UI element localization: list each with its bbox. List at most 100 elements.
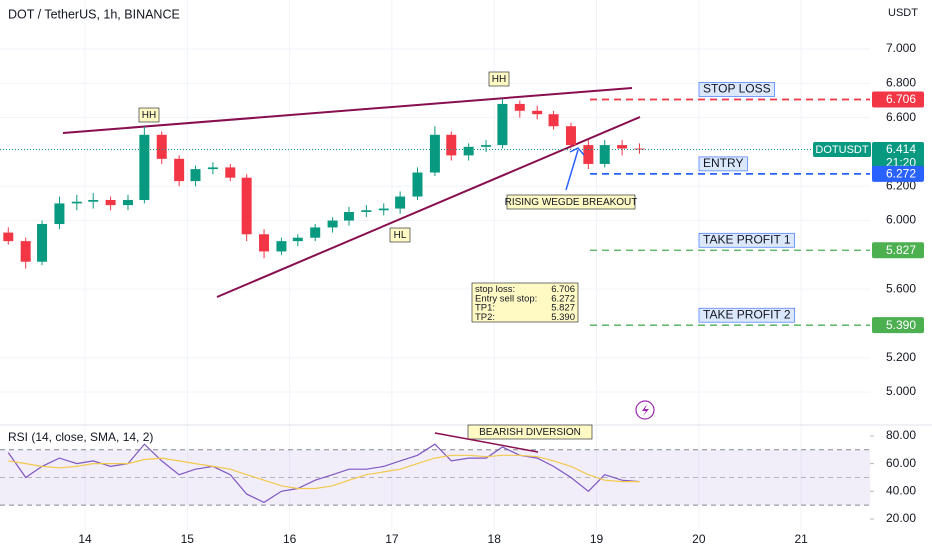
candle-body	[207, 167, 218, 170]
chart-title: DOT / TetherUS, 1h, BINANCE	[8, 7, 180, 21]
level-badge-text: 6.706	[886, 92, 916, 106]
annotation-box	[488, 71, 510, 87]
candle-body	[617, 145, 628, 149]
annotation-box	[467, 424, 593, 440]
level-badge-text: 5.390	[886, 318, 916, 332]
annotation-box	[506, 194, 636, 210]
info-label: stop loss:	[475, 284, 515, 295]
price-badge	[872, 142, 924, 172]
info-value: 6.272	[551, 293, 575, 304]
candle-body	[361, 210, 372, 212]
candle-body	[71, 201, 82, 204]
candle-body	[599, 145, 610, 164]
candle-body	[565, 126, 576, 146]
candle-body	[548, 114, 559, 127]
candle-body	[463, 146, 474, 156]
info-value: 5.390	[551, 312, 575, 323]
candle-body	[634, 148, 645, 150]
x-tick-label: 20	[692, 532, 706, 546]
y-tick-label: 7.000	[886, 41, 916, 55]
rsi-tick-label: 40.00	[886, 483, 916, 497]
candle-body	[446, 134, 457, 156]
level-name-box	[698, 82, 775, 97]
candle-body	[37, 223, 48, 262]
y-tick-label: 5.200	[886, 350, 916, 364]
level-badge	[872, 317, 924, 334]
lightning-glyph	[642, 404, 649, 416]
trendline	[216, 116, 641, 298]
x-tick-label: 15	[181, 532, 195, 546]
y-tick-label: 5.600	[886, 281, 916, 295]
annotation: RISING WEGDE BREAKOUT	[505, 197, 638, 208]
candle-body	[412, 172, 423, 197]
candle-body	[156, 134, 167, 159]
rsi-tick-label: 80.00	[886, 428, 916, 442]
annotation: HH	[142, 110, 156, 121]
info-value: 5.827	[551, 303, 575, 314]
candle-body	[378, 208, 389, 211]
y-tick-label: 6.600	[886, 110, 916, 124]
annotation-box	[389, 227, 411, 243]
level-badge-text: 6.272	[886, 167, 916, 181]
info-box	[471, 282, 579, 323]
candle-body	[395, 196, 406, 209]
y-tick-label: 6.800	[886, 76, 916, 90]
candle-body	[259, 234, 270, 252]
x-tick-label: 16	[283, 532, 297, 546]
y-tick-label: 6.000	[886, 213, 916, 227]
candle-body	[54, 203, 65, 224]
candle-body	[497, 103, 508, 146]
y-tick-label: 5.000	[886, 384, 916, 398]
candle-body	[276, 241, 287, 252]
annotation: BEARISH DIVERSION	[479, 427, 581, 438]
level-badge	[872, 91, 924, 108]
divergence-line	[434, 432, 539, 453]
level-name-box	[698, 232, 795, 248]
candle-body	[88, 199, 99, 202]
candle-body	[190, 169, 201, 182]
price-badge-text: 6.414	[886, 142, 916, 156]
level-name: TAKE PROFIT 1	[703, 232, 791, 246]
level-name: ENTRY	[703, 156, 743, 170]
candle-body	[122, 199, 133, 206]
arrow	[565, 147, 585, 191]
candle-body	[481, 145, 492, 147]
symbol-badge-text: DOTUSDT	[815, 144, 868, 156]
candle-body	[3, 232, 14, 242]
candle-body	[225, 167, 236, 178]
info-rows: stop loss: 6.706 Entry sell stop: 6.272 TP1:…	[475, 284, 575, 323]
rsi-title: RSI (14, close, SMA, 14, 2)	[8, 430, 153, 444]
candle-body	[20, 241, 31, 262]
level-name-box	[698, 156, 748, 172]
info-label: Entry sell stop:	[475, 293, 537, 304]
candle-body	[514, 103, 525, 111]
level-name: STOP LOSS	[703, 82, 771, 96]
level-name: TAKE PROFIT 2	[703, 307, 791, 321]
x-tick-label: 17	[385, 532, 399, 546]
info-label: TP1:	[475, 303, 495, 314]
level-badge	[872, 165, 924, 182]
rsi-tick-label: 20.00	[886, 511, 916, 525]
candle-body	[139, 134, 150, 200]
y-tick-label: 6.200	[886, 178, 916, 192]
annotation: HL	[394, 230, 407, 241]
marks	[0, 98, 870, 504]
x-tick-label: 21	[794, 532, 808, 546]
annotation-box	[138, 107, 160, 123]
candle-body	[343, 211, 354, 221]
candle-body	[241, 177, 252, 235]
candle-body	[292, 237, 303, 242]
x-tick-label: 19	[590, 532, 604, 546]
level-badge-text: 5.827	[886, 243, 916, 257]
trendline	[62, 87, 633, 134]
symbol-badge	[813, 142, 871, 158]
candle-body	[583, 145, 594, 164]
annotation: HH	[492, 74, 506, 85]
rsi-line	[8, 454, 640, 490]
x-tick-label: 18	[488, 532, 502, 546]
candle-body	[429, 134, 440, 173]
rsi-tick-label: 60.00	[886, 456, 916, 470]
candle-body	[174, 158, 185, 182]
candle-body	[532, 110, 543, 115]
candle-body	[105, 199, 116, 206]
